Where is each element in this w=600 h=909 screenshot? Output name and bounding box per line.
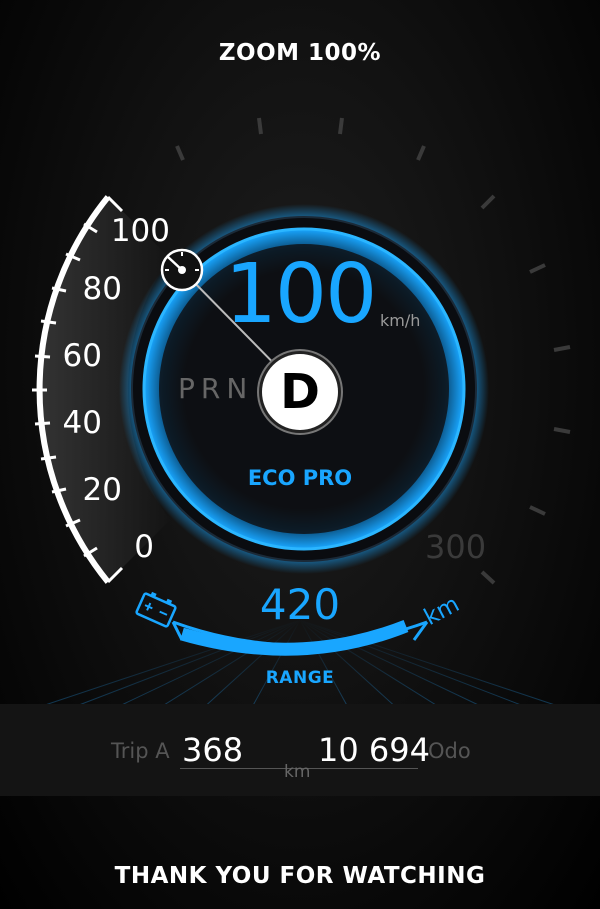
scale-label-40: 40 (62, 405, 102, 441)
outer-ticks (175, 117, 571, 585)
scale-label-60: 60 (62, 338, 102, 374)
odometer-label: Odo (428, 739, 471, 763)
range-value: 420 (259, 580, 341, 629)
scale-label-0: 0 (134, 529, 154, 565)
trip-label: Trip A (111, 739, 170, 763)
scale-label-80: 80 (82, 271, 122, 307)
trip-value: 368 (182, 731, 244, 769)
range-label: RANGE (265, 668, 335, 688)
speed-scale-ticks (32, 195, 124, 584)
scale-label-100: 100 (110, 213, 170, 249)
trip-underline (180, 768, 312, 769)
drive-mode: ECO PRO (247, 466, 353, 490)
scale-label-300: 300 (425, 528, 487, 566)
gear-inactive-positions: PRN (178, 372, 254, 405)
speed-marker-icon (160, 248, 204, 292)
gear-active-indicator: D (262, 354, 338, 430)
speed-unit: km/h (380, 311, 421, 330)
speed-scale-band (39, 197, 170, 582)
range-bar (180, 619, 409, 656)
odometer-underline (312, 768, 418, 769)
odometer-value: 10 694 (318, 731, 430, 769)
scale-label-20: 20 (82, 472, 122, 508)
zoom-title: ZOOM 100% (218, 40, 382, 66)
speed-value: 100 (224, 247, 378, 342)
battery-icon (135, 591, 177, 628)
trip-info-bar (0, 704, 600, 796)
thank-you-caption: THANK YOU FOR WATCHING (114, 863, 486, 889)
trip-unit: km (284, 762, 311, 782)
